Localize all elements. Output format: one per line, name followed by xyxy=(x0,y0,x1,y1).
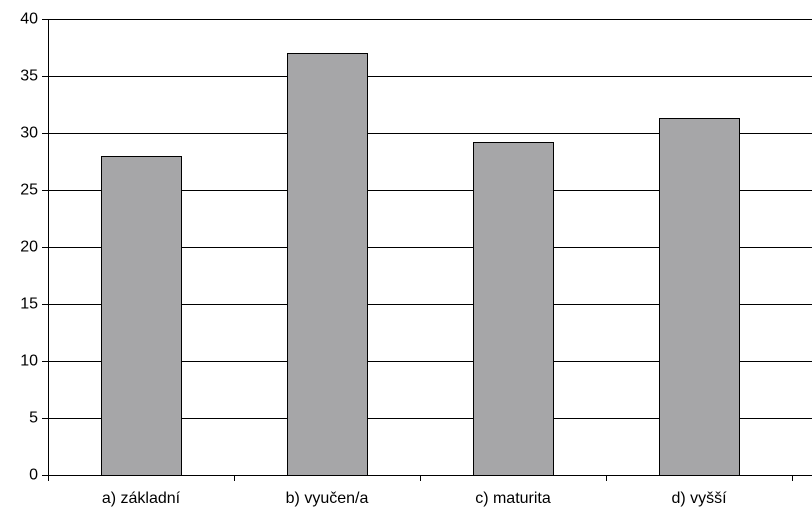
y-tick-label-10: 10 xyxy=(20,353,38,370)
y-tick-label-0: 0 xyxy=(29,467,38,484)
x-tick-label-2: b) vyučen/a xyxy=(286,490,369,507)
bar-4 xyxy=(659,118,740,476)
bar-2 xyxy=(287,53,368,476)
axes xyxy=(42,19,812,481)
y-tick-label-15: 15 xyxy=(20,296,38,313)
y-tick-label-25: 25 xyxy=(20,182,38,199)
y-tick-label-30: 30 xyxy=(20,125,38,142)
y-tick-label-20: 20 xyxy=(20,239,38,256)
bar-3 xyxy=(473,142,554,476)
x-tick-label-3: c) maturita xyxy=(475,490,551,507)
x-tick-label-1: a) základní xyxy=(102,490,181,507)
x-tick-label-4: d) vyšší xyxy=(671,490,727,507)
y-tick-label-35: 35 xyxy=(20,68,38,85)
y-tick-label-5: 5 xyxy=(29,410,38,427)
y-tick-label-40: 40 xyxy=(20,11,38,28)
x-axis-tick-labels: a) základní b) vyučen/a c) maturita d) vyšš… xyxy=(102,490,727,507)
bars xyxy=(101,53,740,476)
y-axis-tick-labels: 0 5 10 15 20 25 30 35 40 xyxy=(20,11,38,484)
bar-1 xyxy=(101,156,182,476)
